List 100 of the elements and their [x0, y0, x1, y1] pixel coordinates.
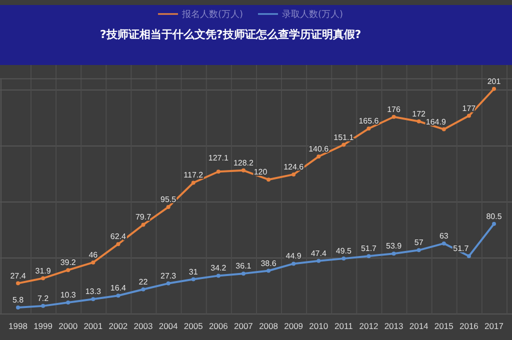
point [342, 142, 346, 147]
data-label: 47.4 [310, 248, 327, 258]
point [342, 256, 346, 261]
legend-label: 报名人数(万人) [181, 9, 244, 20]
x-tick-label: 2017 [484, 321, 504, 331]
data-label: 117.2 [184, 170, 204, 180]
point [366, 254, 371, 258]
data-label: 31.9 [35, 266, 52, 276]
point [392, 252, 396, 256]
data-label: 176 [387, 104, 402, 114]
data-label: 128.2 [233, 158, 254, 168]
point [191, 277, 196, 282]
x-tick-label: 2008 [259, 321, 278, 331]
point [292, 262, 296, 266]
x-tick-label: 2007 [234, 321, 254, 331]
point [216, 170, 220, 174]
point [141, 287, 146, 292]
x-tick-label: 2004 [158, 321, 178, 331]
data-label: 34.2 [210, 264, 227, 273]
x-tick-label: 2013 [384, 321, 404, 331]
point [316, 154, 321, 159]
point [116, 294, 120, 298]
data-label: 16.4 [110, 284, 127, 293]
point [91, 260, 96, 264]
point [116, 242, 120, 246]
point [266, 268, 271, 273]
x-tick-label: 2012 [359, 321, 378, 331]
x-tick-label: 2006 [208, 321, 228, 331]
point [416, 248, 421, 252]
x-tick-label: 1998 [8, 321, 28, 331]
data-label: 95.5 [160, 195, 177, 204]
x-tick-label: 1999 [34, 321, 53, 331]
point [316, 258, 321, 263]
data-label: 201 [487, 76, 502, 86]
data-label: 79.7 [135, 212, 152, 222]
x-tick-label: 2000 [58, 321, 78, 331]
point [492, 222, 496, 226]
data-label: 5.8 [12, 296, 24, 305]
x-tick-label: 2010 [309, 321, 328, 331]
point [91, 297, 96, 302]
data-label: 31 [188, 267, 198, 276]
data-label: 120 [254, 168, 268, 177]
point [366, 126, 371, 131]
data-label: 39.2 [60, 258, 76, 268]
data-label: 27.3 [160, 271, 177, 280]
x-tick-label: 2015 [434, 321, 454, 331]
point [466, 114, 471, 118]
x-tick-label: 2009 [284, 321, 304, 331]
data-label: 80.5 [486, 212, 502, 221]
point [41, 304, 46, 308]
data-label: 46 [88, 250, 98, 260]
point [166, 281, 170, 286]
point [292, 172, 296, 176]
data-label: 172 [412, 109, 426, 118]
point [141, 222, 146, 227]
x-tick-label: 2014 [409, 321, 429, 331]
point [492, 86, 496, 91]
point [216, 274, 220, 278]
data-label: 44.9 [286, 252, 302, 261]
data-label: 38.6 [260, 258, 277, 268]
data-label: 124.6 [284, 162, 304, 172]
data-label: 13.3 [85, 287, 102, 296]
data-label: 36.1 [236, 262, 252, 271]
point [41, 276, 46, 280]
point [266, 178, 271, 182]
point [241, 272, 246, 276]
point [466, 254, 471, 258]
data-label: 57 [414, 238, 424, 248]
data-label: 10.3 [60, 290, 76, 300]
data-label: 140.6 [308, 144, 330, 154]
data-label: 62.4 [110, 232, 127, 242]
data-label: 151.1 [334, 132, 354, 142]
point [442, 127, 446, 132]
point [191, 180, 196, 185]
data-label: 177 [462, 104, 476, 113]
chart-title: ?技师证相当于什么文凭?技师证怎么查学历证明真假? [100, 27, 362, 43]
point [66, 268, 70, 272]
data-label: 49.5 [336, 246, 352, 256]
point [166, 205, 170, 210]
data-label: 51.7 [360, 244, 378, 254]
point [16, 306, 20, 310]
data-label: 165.6 [358, 116, 380, 126]
data-label: 63 [439, 231, 449, 240]
data-label: 7.2 [37, 294, 50, 303]
legend-label: 录取人数(万人) [282, 9, 344, 20]
point [392, 114, 396, 119]
x-tick-label: 2003 [134, 321, 153, 331]
x-tick-label: 2002 [108, 321, 128, 331]
data-label: 53.9 [386, 242, 402, 251]
data-label: 164.9 [426, 117, 446, 126]
data-label: 51.7 [453, 244, 470, 254]
point [16, 281, 20, 286]
x-tick-label: 2011 [334, 321, 354, 331]
point [416, 119, 421, 124]
x-tick-label: 2005 [184, 321, 204, 331]
data-label: 127.1 [208, 154, 229, 163]
x-tick-label: 2001 [84, 321, 103, 331]
data-label: 22 [138, 277, 148, 286]
point [442, 241, 446, 246]
point [66, 300, 70, 304]
